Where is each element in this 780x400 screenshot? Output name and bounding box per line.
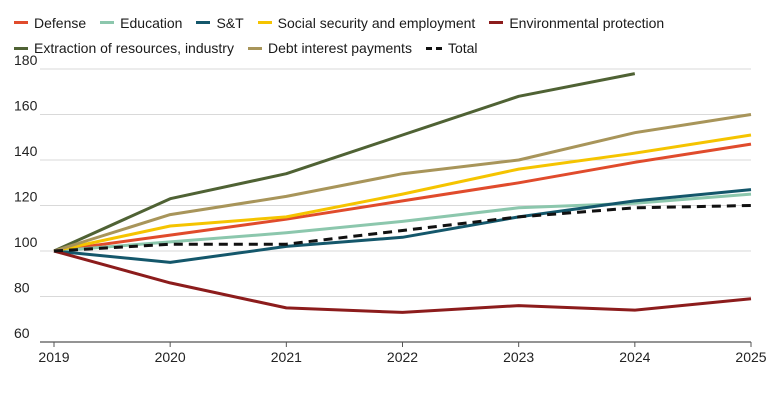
legend-swatch (257, 21, 272, 24)
legend-item: Debt interest payments (247, 37, 412, 59)
legend-swatch (14, 46, 28, 50)
series-line-debt-interest-payments (53, 113, 752, 253)
legend-item: Social security and employment (257, 12, 476, 34)
legend-item: Total (425, 37, 478, 59)
x-tick-label: 2021 (271, 349, 302, 365)
legend-label: Education (120, 14, 183, 31)
chart-legend: Defense Education S&T Social security and e… (14, 8, 734, 59)
legend-label: Social security and employment (277, 14, 476, 31)
y-tick-label: 100 (14, 234, 38, 250)
legend-swatch (247, 46, 262, 50)
x-tick-label: 2023 (503, 349, 534, 365)
y-tick-label: 180 (14, 52, 38, 68)
legend-label: Total (447, 40, 478, 56)
legend-swatch (100, 21, 115, 24)
legend-label: Defense (34, 14, 87, 31)
series-line-defense (53, 142, 752, 253)
legend-swatch (489, 21, 504, 24)
legend-item: Extraction of resources, industry (14, 37, 234, 59)
legend-swatch (196, 21, 211, 24)
legend-item: Defense (14, 12, 86, 34)
series-line-social-security-and-employment (53, 133, 752, 253)
y-tick-label: 80 (14, 280, 30, 296)
legend-item: Education (100, 12, 182, 34)
series-line-s-t (53, 188, 752, 264)
series-line-environmental-protection (53, 249, 752, 314)
legend-item: S&T (196, 12, 244, 34)
legend-swatch (14, 21, 28, 24)
x-tick-label: 2024 (619, 349, 650, 365)
legend-label: S&T (216, 14, 244, 31)
x-tick-label: 2025 (735, 349, 766, 365)
y-tick-label: 60 (14, 325, 30, 341)
series-line-extraction-of-resources-industry (53, 72, 636, 253)
x-tick-label: 2020 (155, 349, 186, 365)
legend-label: Debt interest payments (267, 40, 412, 56)
series-line-total (53, 204, 752, 253)
x-tick-label: 2022 (387, 349, 418, 365)
legend-label: Environmental protection (509, 14, 665, 31)
y-tick-label: 120 (14, 189, 38, 205)
legend-label: Extraction of resources, industry (34, 40, 234, 56)
y-tick-label: 160 (14, 98, 38, 114)
legend-item: Environmental protection (489, 12, 664, 34)
x-tick-label: 2019 (38, 349, 69, 365)
legend-swatch (425, 46, 442, 50)
series-line-education (53, 192, 752, 253)
y-tick-label: 140 (14, 143, 38, 159)
